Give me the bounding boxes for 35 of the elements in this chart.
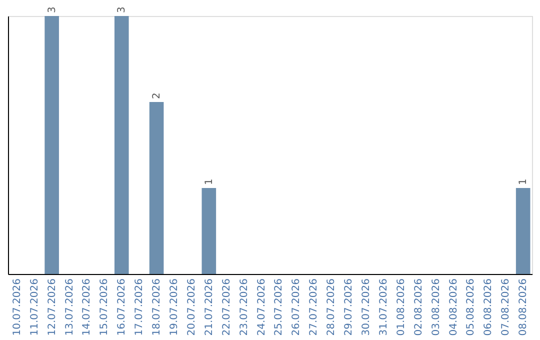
x-tick-label: 21.07.2026 xyxy=(204,278,215,336)
data-label: 3 xyxy=(116,6,128,13)
x-tick-label: 12.07.2026 xyxy=(46,278,58,336)
x-tick-label: 26.07.2026 xyxy=(291,278,302,336)
x-tick-label: 17.07.2026 xyxy=(134,278,146,336)
x-tick-label: 27.07.2026 xyxy=(308,278,320,336)
x-tick-label: 30.07.2026 xyxy=(361,278,372,336)
x-tick-label: 18.07.2026 xyxy=(152,278,163,336)
data-label: 2 xyxy=(152,92,163,99)
x-tick-label: 20.07.2026 xyxy=(186,278,198,336)
x-tick-label: 07.08.2026 xyxy=(500,278,512,336)
x-tick-label: 06.08.2026 xyxy=(483,278,494,336)
x-tick-label: 08.08.2026 xyxy=(518,278,530,336)
data-label: 3 xyxy=(46,6,58,13)
x-tick-label: 19.07.2026 xyxy=(168,278,180,336)
x-tick-label: 02.08.2026 xyxy=(413,278,424,336)
x-tick-label: 25.07.2026 xyxy=(274,278,285,336)
x-tick-label: 15.07.2026 xyxy=(99,278,110,336)
x-tick-label: 23.07.2026 xyxy=(238,278,250,336)
x-tick-label: 01.08.2026 xyxy=(396,278,407,336)
data-label: 1 xyxy=(204,178,215,185)
x-tick-label: 04.08.2026 xyxy=(448,278,460,336)
x-tick-label: 03.08.2026 xyxy=(430,278,442,336)
x-tick-label: 14.07.2026 xyxy=(82,278,93,336)
x-tick-label: 31.07.2026 xyxy=(378,278,390,336)
x-tick-label: 22.07.2026 xyxy=(221,278,232,336)
x-tick-label: 10.07.2026 xyxy=(12,278,23,336)
x-tick-label: 05.08.2026 xyxy=(466,278,477,336)
x-tick-label: 13.07.2026 xyxy=(64,278,76,336)
x-tick-label: 16.07.2026 xyxy=(116,278,128,336)
x-tick-label: 29.07.2026 xyxy=(344,278,355,336)
x-tick-label: 11.07.2026 xyxy=(29,278,40,336)
data-label: 1 xyxy=(518,178,530,185)
x-tick-label: 24.07.2026 xyxy=(256,278,268,336)
x-tick-label: 28.07.2026 xyxy=(326,278,338,336)
